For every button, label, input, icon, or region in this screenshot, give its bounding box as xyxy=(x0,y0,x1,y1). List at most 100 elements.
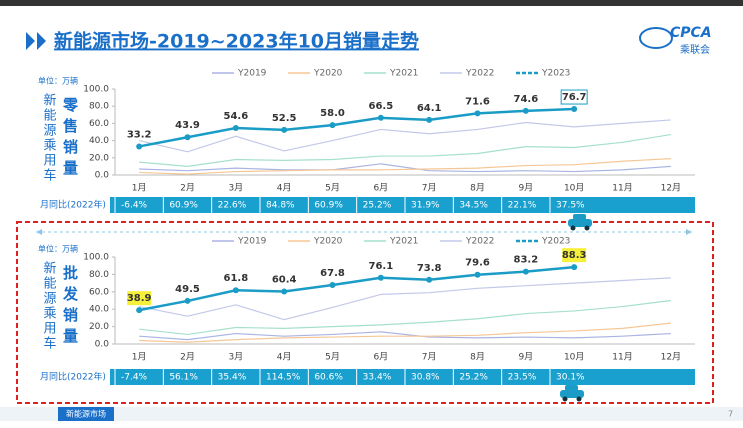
legend-label: Y2019 xyxy=(237,69,267,79)
yoy-row xyxy=(110,197,695,213)
series-line xyxy=(139,119,671,153)
data-point xyxy=(136,143,143,150)
side-label: 新能源乘用车 xyxy=(41,260,57,351)
highlight-box xyxy=(16,221,714,404)
yoy-value: 84.8% xyxy=(266,201,295,211)
data-point xyxy=(522,268,529,275)
car-icon xyxy=(568,214,592,231)
data-point xyxy=(281,126,288,133)
data-label: 71.6 xyxy=(465,96,490,107)
series-line xyxy=(138,107,575,148)
series-line xyxy=(139,277,671,321)
logo-mark xyxy=(639,27,673,49)
car-icon xyxy=(560,385,584,402)
x-tick-label: 6月 xyxy=(373,352,388,363)
y-tick-label: 0.0 xyxy=(95,340,110,350)
yoy-value: 56.1% xyxy=(169,373,198,383)
footer-tab[interactable] xyxy=(58,407,114,421)
y-tick-label: 100.0 xyxy=(83,253,109,263)
data-label: 88.3 xyxy=(562,250,587,261)
yoy-value: -7.4% xyxy=(121,373,148,383)
x-tick-label: 8月 xyxy=(470,352,485,363)
top-bar xyxy=(0,0,743,6)
title: 新能源市场-2019~2023年10月销量走势 xyxy=(54,30,419,53)
x-tick-label: 4月 xyxy=(277,352,292,363)
title-arrows xyxy=(26,32,46,50)
y-tick-label: 60.0 xyxy=(89,119,109,129)
footer-tab-label[interactable]: 新能源市场 xyxy=(66,409,106,419)
x-tick-label: 12月 xyxy=(661,183,681,194)
label-highlight xyxy=(562,248,587,263)
y-tick-label: 20.0 xyxy=(89,322,109,332)
yoy-title: 月同比(2022年) xyxy=(40,199,106,211)
data-label: 74.6 xyxy=(513,94,538,105)
legend-label: Y2019 xyxy=(237,237,267,247)
legend-label: Y2022 xyxy=(465,237,494,247)
data-label: 79.6 xyxy=(465,258,490,269)
data-point xyxy=(329,122,336,129)
legend-label: Y2023 xyxy=(541,237,570,247)
label-highlight xyxy=(127,291,152,306)
data-label: 54.6 xyxy=(223,111,248,122)
y-tick-label: 20.0 xyxy=(89,153,109,163)
data-point xyxy=(184,297,191,304)
yoy-value: 33.4% xyxy=(363,373,392,383)
yoy-value: 22.1% xyxy=(508,201,537,211)
data-point xyxy=(232,287,239,294)
data-label: 52.5 xyxy=(272,113,297,124)
yoy-value: 34.5% xyxy=(459,201,488,211)
series-line xyxy=(139,163,671,173)
legend-label: Y2022 xyxy=(465,69,494,79)
yoy-value: 31.9% xyxy=(411,201,440,211)
series-line xyxy=(138,265,575,312)
yoy-value: 25.2% xyxy=(363,201,392,211)
data-label: 43.9 xyxy=(175,120,200,131)
yoy-value: 35.4% xyxy=(218,373,247,383)
data-point xyxy=(474,271,481,278)
data-point xyxy=(377,114,384,121)
x-tick-label: 11月 xyxy=(612,352,632,363)
series-line xyxy=(139,322,671,343)
yoy-row xyxy=(110,369,695,385)
data-point xyxy=(571,106,578,113)
x-tick-label: 9月 xyxy=(518,183,533,194)
data-label: 33.2 xyxy=(127,129,152,140)
data-label: 66.5 xyxy=(368,101,393,112)
legend-label: Y2020 xyxy=(313,69,343,79)
y-tick-label: 100.0 xyxy=(83,85,109,95)
data-label: 67.8 xyxy=(320,268,345,279)
yoy-value: 114.5% xyxy=(266,373,301,383)
x-tick-label: 10月 xyxy=(564,183,584,194)
data-label: 61.8 xyxy=(223,273,248,284)
x-tick-label: 10月 xyxy=(564,352,584,363)
x-tick-label: 3月 xyxy=(228,183,243,194)
data-point xyxy=(136,307,143,314)
side-label: 新能源乘用车 xyxy=(41,92,57,183)
yoy-value: 25.2% xyxy=(459,373,488,383)
yoy-value: 60.9% xyxy=(314,201,343,211)
unit-label: 单位：万辆 xyxy=(38,244,78,254)
x-tick-label: 1月 xyxy=(132,352,147,363)
yoy-value: 30.1% xyxy=(556,373,585,383)
series-line xyxy=(139,299,671,336)
x-tick-label: 5月 xyxy=(325,183,340,194)
x-tick-label: 11月 xyxy=(612,183,632,194)
data-label: 49.5 xyxy=(175,284,200,295)
y-tick-label: 40.0 xyxy=(89,305,109,315)
y-tick-label: 0.0 xyxy=(95,171,110,181)
yoy-value: 30.8% xyxy=(411,373,440,383)
y-tick-label: 80.0 xyxy=(89,270,109,280)
yoy-value: 60.6% xyxy=(314,373,343,383)
yoy-value: 22.6% xyxy=(218,201,247,211)
page-number: 7 xyxy=(728,410,733,419)
data-point xyxy=(184,134,191,141)
legend-label: Y2023 xyxy=(541,69,570,79)
series-line xyxy=(139,158,671,175)
data-label: 58.0 xyxy=(320,108,345,119)
data-label: 73.8 xyxy=(417,263,442,274)
span-arrow xyxy=(36,229,692,235)
x-tick-label: 3月 xyxy=(228,352,243,363)
x-tick-label: 5月 xyxy=(325,352,340,363)
